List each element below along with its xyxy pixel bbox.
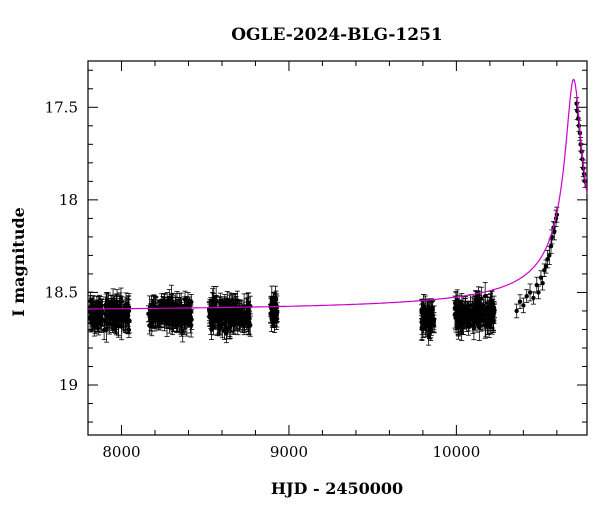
data-point (489, 318, 495, 323)
data-point (478, 314, 483, 319)
data-point (427, 322, 432, 327)
data-point (429, 314, 434, 319)
data-point (552, 229, 557, 234)
data-point (231, 320, 236, 325)
data-point (224, 327, 230, 333)
data-point (207, 315, 212, 320)
data-point (168, 309, 173, 314)
data-point (106, 300, 111, 306)
plot-area: 8000 9000 10000 17.5 18 18.5 19 (45, 60, 588, 461)
data-point (230, 310, 235, 315)
y-tick-label: 17.5 (45, 98, 78, 116)
data-point (272, 311, 278, 317)
data-point (488, 302, 493, 307)
data-point (460, 319, 465, 325)
data-point (180, 329, 185, 334)
model-curve (88, 78, 588, 310)
data-point (169, 296, 174, 301)
data-point (238, 315, 243, 321)
data-point (245, 312, 250, 318)
data-point (101, 327, 107, 333)
data-point (174, 322, 180, 327)
data-point (273, 297, 278, 302)
data-point (548, 243, 554, 249)
data-point (189, 299, 194, 305)
data-point (269, 296, 274, 302)
data-point (149, 321, 155, 327)
x-tick-label: 10000 (433, 443, 481, 461)
data-point (185, 308, 191, 314)
data-point (89, 308, 95, 314)
data-point (536, 290, 541, 295)
y-tick-label: 19 (59, 376, 78, 394)
chart-title: OGLE-2024-BLG-1251 (231, 25, 443, 45)
data-point (492, 308, 497, 313)
data-point (524, 293, 529, 299)
data-point (111, 316, 117, 321)
data-point (211, 298, 216, 304)
x-tick-label: 8000 (102, 443, 140, 461)
data-point (156, 316, 161, 321)
data-point (222, 301, 228, 306)
data-point (531, 295, 536, 301)
data-point (462, 310, 467, 315)
data-point (120, 316, 126, 321)
data-point (235, 298, 240, 303)
data-point (521, 303, 526, 308)
data-point (107, 313, 112, 319)
data-point (472, 318, 477, 323)
data-point (545, 256, 550, 262)
data-point (420, 319, 425, 324)
data-point (542, 268, 547, 273)
data-point (110, 300, 116, 305)
data-point (159, 309, 164, 315)
data-point (94, 309, 99, 315)
y-axis-label: I magnitude (9, 207, 28, 317)
data-point (175, 319, 180, 324)
data-point (182, 297, 188, 302)
data-point (453, 303, 459, 308)
data-point (150, 310, 155, 316)
data-point (540, 280, 545, 286)
data-point (517, 299, 523, 304)
data-point (183, 312, 188, 318)
data-point (124, 312, 129, 318)
data-point (165, 302, 170, 307)
x-axis-label: HJD - 2450000 (271, 479, 403, 498)
data-point (527, 290, 533, 295)
data-point (514, 308, 519, 314)
y-tick-label: 18.5 (45, 283, 78, 301)
data-point (162, 318, 167, 323)
data-point (187, 313, 193, 318)
data-point (467, 315, 473, 320)
data-point (483, 323, 488, 328)
data-point (146, 311, 151, 317)
data-point (151, 304, 157, 309)
plot-frame (87, 60, 588, 436)
data-point (222, 315, 228, 320)
data-point (123, 303, 129, 308)
data-point (477, 300, 482, 306)
data-point (118, 296, 124, 301)
data-point (274, 316, 280, 321)
data-point (243, 317, 248, 322)
data-point (215, 319, 220, 324)
data-point (419, 326, 425, 332)
data-point (459, 326, 464, 331)
data-point (426, 333, 431, 339)
data-point (431, 317, 437, 322)
data-point (547, 253, 552, 258)
x-tick-label: 9000 (270, 443, 308, 461)
data-point (428, 308, 434, 313)
data-point (167, 317, 172, 323)
data-point (170, 322, 175, 327)
y-tick-label: 18 (59, 191, 78, 209)
